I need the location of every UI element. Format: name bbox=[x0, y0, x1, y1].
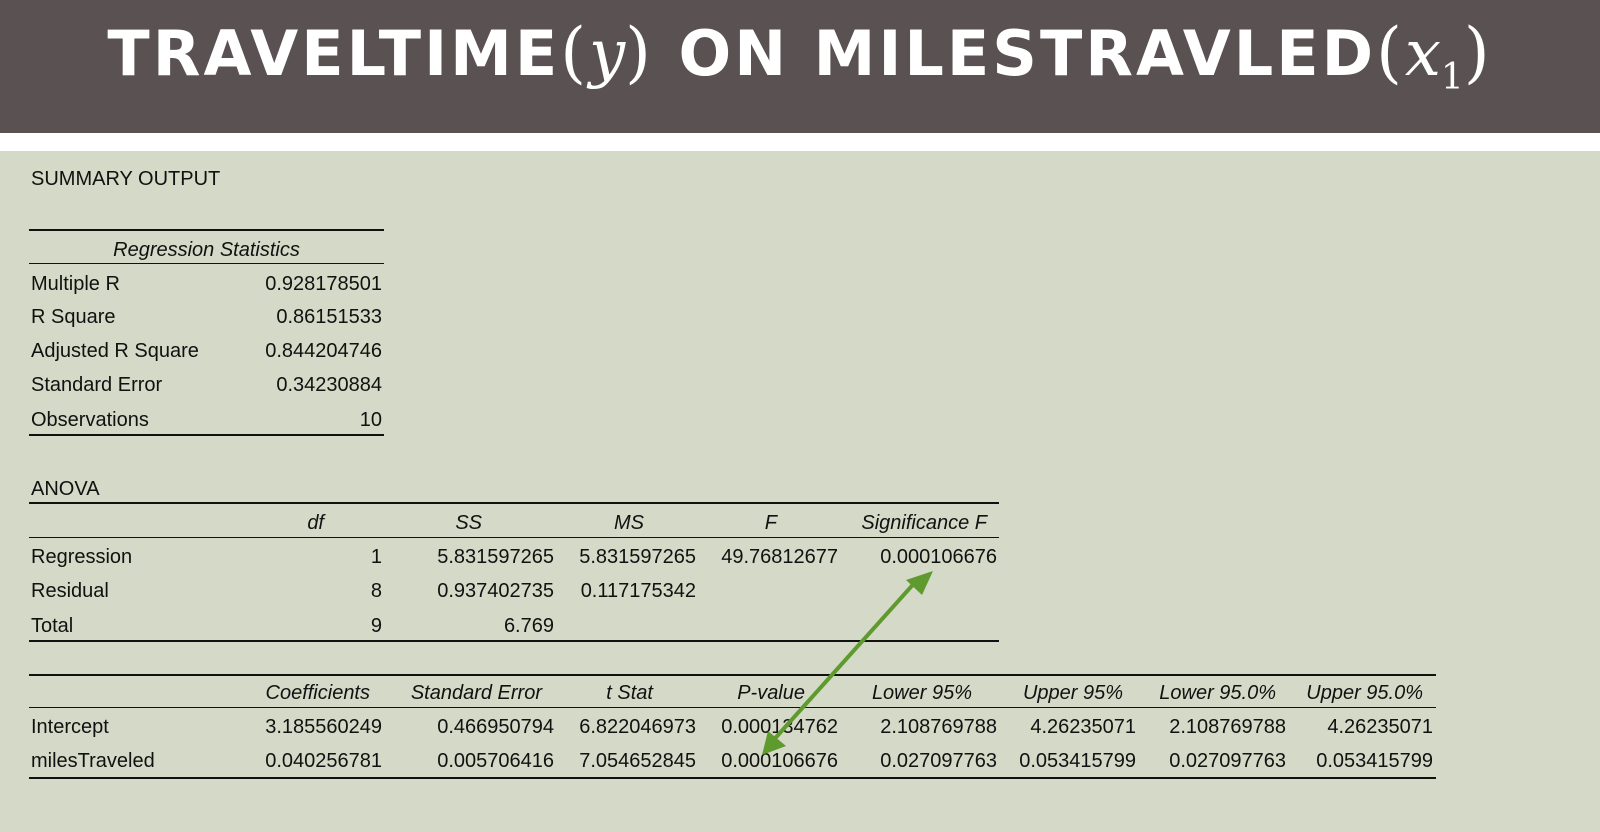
anova-row-label: Residual bbox=[31, 580, 109, 602]
anova-cell-f: 49.76812677 bbox=[721, 546, 838, 568]
anova-header-sigf: Significance F bbox=[861, 512, 987, 534]
coef-cell: 0.005706416 bbox=[437, 750, 554, 772]
coef-header-p-value: P-value bbox=[737, 682, 805, 704]
anova-cell-ms: 5.831597265 bbox=[579, 546, 696, 568]
coef-header-rule bbox=[29, 707, 1436, 708]
regstats-header-rule bbox=[29, 263, 384, 264]
anova-header-rule bbox=[29, 537, 999, 538]
title-paren-close-2: ) bbox=[1463, 14, 1493, 91]
regstats-bottom-rule bbox=[29, 434, 384, 436]
coef-cell: 7.054652845 bbox=[579, 750, 696, 772]
title-bar bbox=[0, 0, 1600, 133]
coef-top-rule bbox=[29, 674, 1436, 676]
title-paren-close-1: ) bbox=[625, 14, 654, 91]
coef-header-upper-95-0: Upper 95.0% bbox=[1306, 682, 1423, 704]
coef-cell: 0.000106676 bbox=[721, 750, 838, 772]
anova-cell-ss: 0.937402735 bbox=[437, 580, 554, 602]
regstats-top-rule bbox=[29, 229, 384, 231]
regstats-label: Standard Error bbox=[31, 374, 163, 396]
coef-cell: 4.26235071 bbox=[1030, 716, 1136, 738]
coef-cell: 4.26235071 bbox=[1327, 716, 1433, 738]
coef-bottom-rule bbox=[29, 777, 1436, 779]
coef-cell: 0.027097763 bbox=[880, 750, 997, 772]
regstats-value: 0.928178501 bbox=[265, 273, 382, 295]
arrow-head-top bbox=[906, 571, 933, 595]
anova-header-df: df bbox=[307, 512, 324, 534]
anova-header-ms: MS bbox=[614, 512, 644, 534]
title-paren-open-2: ( bbox=[1376, 14, 1405, 91]
title-part-1: TRAVELTIME bbox=[107, 17, 561, 90]
coef-row-label: Intercept bbox=[31, 716, 109, 738]
coef-header-lower-95: Lower 95% bbox=[871, 682, 972, 704]
regstats-value: 0.844204746 bbox=[265, 340, 382, 362]
coef-cell: 2.108769788 bbox=[1169, 716, 1286, 738]
anova-cell-df: 1 bbox=[370, 546, 382, 568]
regstats-header: Regression Statistics bbox=[113, 239, 300, 261]
anova-cell-ss: 5.831597265 bbox=[437, 546, 554, 568]
coef-cell: 3.185560249 bbox=[265, 716, 382, 738]
coef-header-coefficients: Coefficients bbox=[265, 682, 371, 704]
coef-cell: 0.027097763 bbox=[1169, 750, 1286, 772]
anova-cell-sigf: 0.000106676 bbox=[880, 546, 997, 568]
slide-title: TRAVELTIME(y) ON MILESTRAVLED(x1) bbox=[0, 0, 1600, 133]
anova-cell-ms: 0.117175342 bbox=[580, 580, 696, 602]
anova-header-ss: SS bbox=[455, 512, 482, 534]
anova-cell-ss: 6.769 bbox=[503, 615, 554, 637]
summary-output-label: SUMMARY OUTPUT bbox=[31, 168, 221, 190]
title-part-2: ON MILESTRAVLED bbox=[678, 17, 1377, 90]
arrow-shaft bbox=[768, 577, 920, 746]
coef-cell: 6.822046973 bbox=[579, 716, 696, 738]
regstats-label: Observations bbox=[31, 409, 149, 431]
regstats-label: Multiple R bbox=[31, 273, 120, 295]
title-paren-open-1: ( bbox=[560, 14, 589, 91]
anova-row-label: Regression bbox=[31, 546, 133, 568]
anova-cell-df: 8 bbox=[370, 580, 382, 602]
coef-row-label: milesTraveled bbox=[31, 750, 155, 772]
title-divider bbox=[0, 133, 1600, 151]
coef-header-upper-95: Upper 95% bbox=[1022, 682, 1123, 704]
coef-cell: 0.053415799 bbox=[1316, 750, 1433, 772]
title-var-subscript: 1 bbox=[1440, 57, 1464, 98]
anova-label: ANOVA bbox=[31, 478, 100, 500]
anova-header-f: F bbox=[764, 512, 777, 534]
arrow-head-bottom bbox=[762, 731, 786, 755]
regstats-label: Adjusted R Square bbox=[31, 340, 199, 362]
regstats-label: R Square bbox=[31, 306, 116, 328]
anova-top-rule bbox=[29, 502, 999, 504]
coef-header-standard-error: Standard Error bbox=[410, 682, 542, 704]
coef-header-lower-95-0: Lower 95.0% bbox=[1159, 682, 1276, 704]
coef-cell: 0.466950794 bbox=[437, 716, 554, 738]
coef-cell: 0.000134762 bbox=[721, 716, 838, 738]
regstats-value: 0.86151533 bbox=[276, 306, 382, 328]
regstats-value: 0.34230884 bbox=[276, 374, 382, 396]
coef-cell: 2.108769788 bbox=[880, 716, 997, 738]
title-var-x: x bbox=[1404, 17, 1441, 91]
anova-row-label: Total bbox=[31, 615, 74, 637]
regstats-value: 10 bbox=[359, 409, 382, 431]
anova-bottom-rule bbox=[29, 640, 999, 642]
coef-header-t-stat: t Stat bbox=[606, 682, 653, 704]
coef-cell: 0.053415799 bbox=[1019, 750, 1136, 772]
coef-cell: 0.040256781 bbox=[265, 750, 382, 772]
anova-cell-df: 9 bbox=[370, 615, 382, 637]
title-var-y: y bbox=[588, 17, 626, 91]
